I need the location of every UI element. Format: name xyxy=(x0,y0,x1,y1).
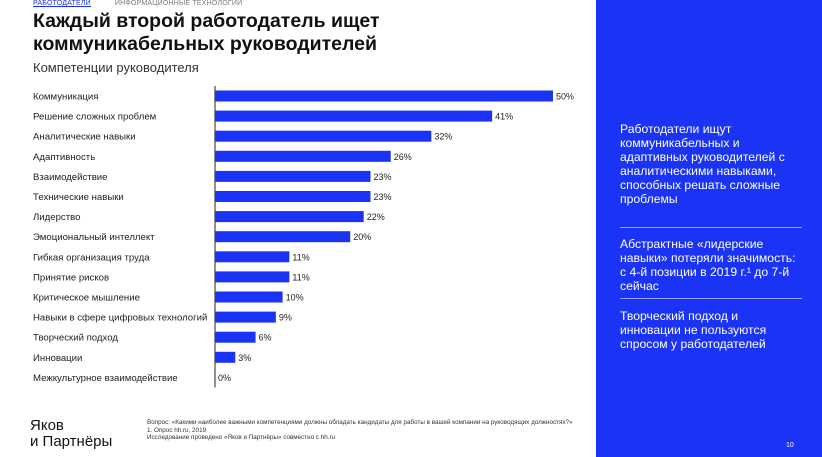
category-label: Решение сложных проблем xyxy=(33,112,156,123)
category-label: Инновации xyxy=(33,353,82,364)
company-logo: Яков и Партнёры xyxy=(30,418,112,450)
value-label: 11% xyxy=(292,252,309,262)
breadcrumb-employers[interactable]: РАБОТОДАТЕЛИ xyxy=(33,0,91,7)
page-number: 10 xyxy=(786,442,794,449)
footnotes: Вопрос: «Какими наиболее важными компете… xyxy=(147,419,587,442)
logo-line-1: Яков xyxy=(30,417,64,434)
value-label: 6% xyxy=(259,333,272,343)
insight-divider-2 xyxy=(620,298,802,299)
bar xyxy=(215,311,276,323)
bar-chart: Коммуникация 50% Решение сложных проблем 41… xyxy=(33,86,574,388)
category-label: Принятие рисков xyxy=(33,272,109,283)
category-label: Коммуникация xyxy=(33,92,98,103)
value-label: 11% xyxy=(292,272,309,282)
category-label: Технические навыки xyxy=(33,192,124,203)
logo-line-2: и Партнёры xyxy=(30,433,113,450)
breadcrumb: РАБОТОДАТЕЛИ ИНФОРМАЦИОННЫЕ ТЕХНОЛОГИИ xyxy=(33,0,242,10)
content-area: РАБОТОДАТЕЛИ ИНФОРМАЦИОННЫЕ ТЕХНОЛОГИИ Ка… xyxy=(30,0,587,450)
breadcrumb-it[interactable]: ИНФОРМАЦИОННЫЕ ТЕХНОЛОГИИ xyxy=(114,0,243,7)
category-label: Творческий подход xyxy=(33,333,118,344)
category-label: Межкультурное взаимодействие xyxy=(33,373,178,384)
bar xyxy=(215,211,364,223)
bar xyxy=(215,291,283,303)
bar xyxy=(215,90,553,102)
insight-1: Работодатели ищут коммуникабельных и ада… xyxy=(620,122,785,206)
bar xyxy=(215,351,236,363)
value-label: 20% xyxy=(353,232,371,242)
bar xyxy=(215,150,391,162)
value-label: 26% xyxy=(394,152,412,162)
category-label: Эмоциональный интеллект xyxy=(33,232,155,243)
insight-3: Творческий подход и инновации не пользую… xyxy=(620,309,767,351)
value-label: 23% xyxy=(373,172,391,182)
category-label: Лидерство xyxy=(33,212,80,223)
footnote-source: 1. Опрос hh.ru, 2019 xyxy=(147,426,207,434)
value-label: 3% xyxy=(238,353,251,363)
category-label: Взаимодействие xyxy=(33,172,108,183)
category-label: Гибкая организация труда xyxy=(33,252,150,263)
value-label: 9% xyxy=(279,313,292,323)
value-label: 23% xyxy=(373,192,391,202)
value-label: 50% xyxy=(556,92,574,102)
insight-2: Абстрактные «лидерские навыки» потеряли … xyxy=(620,237,796,293)
value-label: 41% xyxy=(495,112,513,122)
bar xyxy=(215,331,256,343)
insight-divider-1 xyxy=(620,227,802,228)
category-label: Аналитические навыки xyxy=(33,132,136,143)
value-label: 32% xyxy=(434,132,452,142)
bar xyxy=(215,110,493,122)
value-label: 10% xyxy=(286,293,304,303)
page-title: Каждый второй работодатель ищет коммуник… xyxy=(33,10,380,55)
bar xyxy=(215,191,371,202)
value-label: 0% xyxy=(218,373,231,383)
bar xyxy=(215,251,290,263)
bar xyxy=(215,170,371,182)
chart-subtitle: Компетенции руководителя xyxy=(33,60,199,75)
bar xyxy=(215,271,290,283)
footnote-study: Исследование проведено «Яков и Партнёры»… xyxy=(147,434,336,442)
category-label: Критическое мышление xyxy=(33,293,140,304)
value-label: 22% xyxy=(367,212,385,222)
bar xyxy=(215,231,351,243)
category-label: Адаптивность xyxy=(33,152,95,163)
insights-panel: Работодатели ищут коммуникабельных и ада… xyxy=(596,0,822,457)
category-label: Навыки в сфере цифровых технологий xyxy=(33,313,207,324)
bar xyxy=(215,130,432,142)
footnote-question: Вопрос: «Какими наиболее важными компете… xyxy=(147,419,573,426)
